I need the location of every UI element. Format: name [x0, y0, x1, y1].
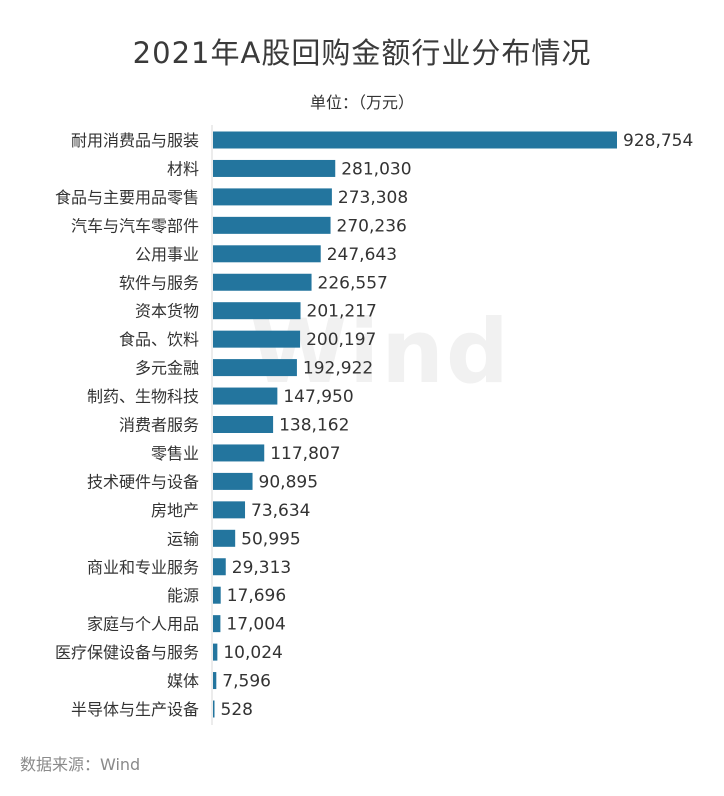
bar	[213, 700, 215, 718]
bar	[213, 615, 221, 633]
bar	[213, 188, 332, 206]
bar	[213, 359, 297, 377]
value-label: 201,217	[307, 302, 377, 322]
value-label: 192,922	[303, 359, 373, 379]
bar	[213, 558, 226, 576]
category-label: 医疗保健设备与服务	[55, 643, 199, 662]
category-label: 零售业	[151, 444, 199, 463]
bar	[213, 159, 336, 177]
bar	[213, 302, 301, 320]
value-label: 928,754	[623, 131, 693, 151]
bar	[213, 330, 301, 348]
category-label: 材料	[167, 159, 199, 178]
category-label: 耐用消费品与服装	[71, 131, 199, 150]
value-label: 147,950	[283, 387, 353, 407]
bar	[213, 444, 265, 462]
value-label: 7,596	[222, 672, 271, 692]
category-label: 汽车与汽车零部件	[71, 216, 199, 235]
bar	[213, 501, 246, 519]
category-label: 消费者服务	[119, 416, 199, 435]
value-label: 73,634	[251, 501, 310, 521]
category-label: 食品与主要用品零售	[55, 188, 199, 207]
value-label: 29,313	[232, 558, 291, 578]
category-label: 运输	[167, 529, 199, 548]
bar	[213, 416, 274, 433]
value-label: 17,696	[227, 586, 286, 606]
bar	[213, 216, 331, 234]
category-label: 媒体	[167, 672, 199, 691]
category-label: 食品、饮料	[119, 330, 199, 349]
value-label: 281,030	[341, 159, 411, 179]
value-label: 90,895	[259, 472, 318, 492]
category-label: 能源	[167, 586, 199, 605]
category-label: 软件与服务	[119, 273, 199, 292]
category-label: 资本货物	[135, 302, 199, 321]
category-label: 家庭与个人用品	[87, 615, 199, 634]
bar	[213, 643, 218, 661]
value-label: 17,004	[226, 615, 285, 635]
value-label: 138,162	[279, 416, 349, 436]
value-label: 50,995	[241, 529, 300, 549]
category-label: 技术硬件与设备	[87, 472, 199, 491]
bar	[213, 245, 321, 263]
bar	[213, 273, 312, 291]
unit-label: 单位：（万元）	[309, 93, 414, 112]
bar	[213, 529, 236, 547]
bar	[213, 672, 217, 690]
value-label: 247,643	[327, 245, 397, 265]
source-note: 数据来源：Wind	[20, 755, 141, 774]
category-label: 半导体与生产设备	[71, 700, 199, 719]
category-label: 商业和专业服务	[87, 558, 199, 577]
chart-title: 2021年A股回购金额行业分布情况	[132, 36, 592, 70]
value-label: 528	[221, 700, 253, 720]
bar	[213, 387, 278, 405]
value-label: 273,308	[338, 188, 408, 208]
bar	[213, 586, 221, 604]
value-label: 200,197	[306, 330, 376, 350]
category-label: 制药、生物科技	[87, 387, 199, 406]
value-label: 226,557	[318, 273, 388, 293]
bar	[213, 472, 253, 490]
category-label: 房地产	[151, 501, 199, 520]
value-label: 117,807	[270, 444, 340, 464]
value-label: 10,024	[223, 643, 282, 663]
value-label: 270,236	[337, 216, 407, 236]
category-label: 公用事业	[135, 245, 199, 264]
bar	[213, 131, 617, 149]
category-label: 多元金融	[135, 359, 199, 378]
